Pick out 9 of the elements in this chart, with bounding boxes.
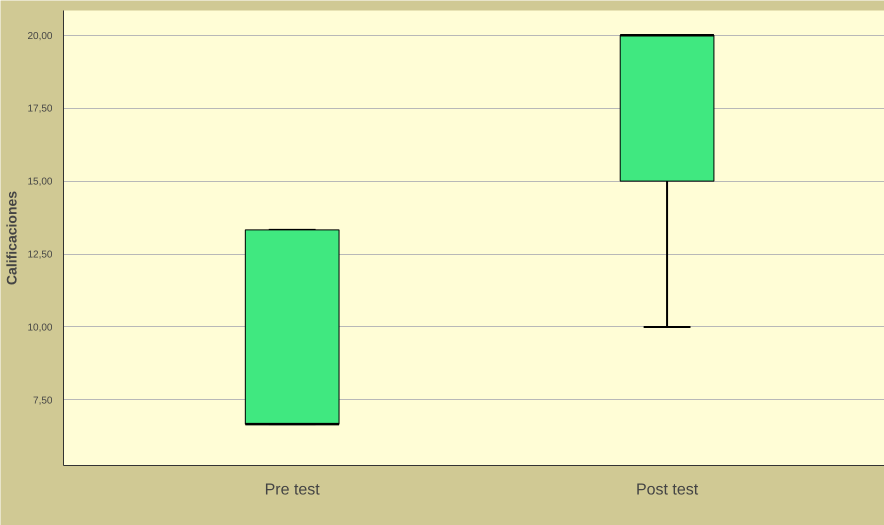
y-tick-label: 17,50	[27, 104, 53, 115]
y-tick-label: 12,50	[27, 250, 53, 261]
y-tick-label: 10,00	[27, 322, 53, 334]
y-tick-label: 7,50	[33, 395, 53, 406]
y-axis-title: Calificaciones	[3, 190, 20, 286]
x-tick-label: Pre test	[264, 482, 320, 498]
y-tick-label: 15,00	[27, 176, 53, 188]
x-tick-label: Post test	[636, 482, 699, 498]
y-tick-label: 20,00	[27, 30, 53, 42]
